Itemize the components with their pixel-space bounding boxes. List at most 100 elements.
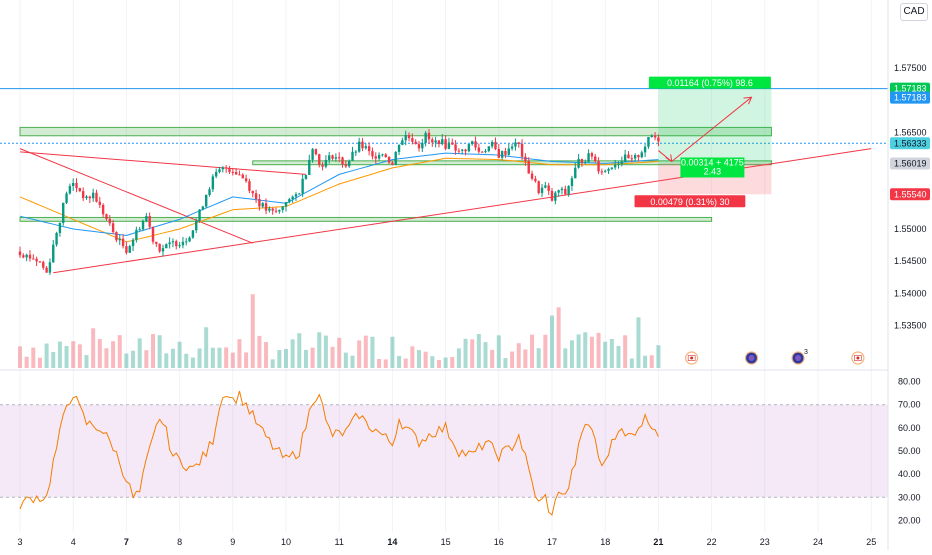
- candle[interactable]: [145, 213, 148, 223]
- candle[interactable]: [171, 238, 175, 248]
- candle[interactable]: [364, 143, 367, 150]
- candle[interactable]: [434, 136, 437, 148]
- candle[interactable]: [451, 138, 454, 146]
- candle[interactable]: [520, 139, 524, 161]
- candle[interactable]: [367, 142, 371, 156]
- candle[interactable]: [547, 182, 550, 196]
- candle[interactable]: [271, 207, 274, 215]
- candle[interactable]: [331, 154, 334, 161]
- candle[interactable]: [510, 143, 514, 151]
- candle[interactable]: [58, 222, 62, 237]
- candle[interactable]: [224, 164, 228, 173]
- candle[interactable]: [404, 130, 407, 146]
- candle[interactable]: [214, 168, 218, 179]
- candle[interactable]: [351, 146, 354, 161]
- candle[interactable]: [557, 189, 560, 197]
- candle[interactable]: [195, 218, 198, 234]
- candle[interactable]: [311, 147, 314, 163]
- candle[interactable]: [261, 202, 264, 209]
- candle[interactable]: [135, 226, 138, 243]
- candle[interactable]: [125, 241, 128, 255]
- candle[interactable]: [288, 197, 291, 204]
- candle[interactable]: [45, 266, 48, 273]
- candle[interactable]: [304, 174, 308, 180]
- candle[interactable]: [88, 195, 92, 203]
- candle[interactable]: [161, 244, 165, 257]
- candle[interactable]: [384, 153, 387, 158]
- candle[interactable]: [457, 148, 461, 154]
- candle[interactable]: [258, 194, 261, 211]
- candle[interactable]: [371, 147, 374, 160]
- candle[interactable]: [108, 215, 111, 227]
- event-icon[interactable]: [744, 351, 759, 365]
- candle[interactable]: [490, 140, 494, 149]
- candle[interactable]: [431, 137, 434, 147]
- candle[interactable]: [291, 195, 294, 203]
- candle[interactable]: [610, 167, 614, 171]
- candle[interactable]: [484, 149, 487, 154]
- candle[interactable]: [527, 157, 530, 174]
- candle[interactable]: [321, 162, 324, 171]
- candle[interactable]: [354, 150, 358, 157]
- candle[interactable]: [587, 149, 590, 163]
- candle[interactable]: [301, 174, 304, 197]
- candle[interactable]: [554, 191, 557, 205]
- candle[interactable]: [238, 170, 241, 176]
- candle[interactable]: [151, 226, 155, 245]
- candle[interactable]: [500, 150, 504, 160]
- candle[interactable]: [138, 226, 141, 231]
- candle[interactable]: [294, 192, 298, 201]
- candle[interactable]: [32, 254, 35, 260]
- candle[interactable]: [344, 160, 348, 169]
- candle[interactable]: [205, 194, 208, 209]
- candle[interactable]: [281, 206, 284, 213]
- candle[interactable]: [131, 238, 135, 252]
- candle[interactable]: [447, 137, 451, 150]
- candle[interactable]: [514, 138, 517, 151]
- candle[interactable]: [617, 161, 620, 169]
- candle[interactable]: [218, 166, 221, 174]
- candle[interactable]: [28, 250, 32, 262]
- candle[interactable]: [188, 236, 191, 243]
- candle[interactable]: [574, 162, 577, 179]
- candle[interactable]: [414, 139, 417, 145]
- candle[interactable]: [504, 147, 507, 159]
- candle[interactable]: [115, 231, 118, 243]
- candle[interactable]: [391, 160, 394, 166]
- candle[interactable]: [570, 175, 574, 191]
- candle[interactable]: [244, 174, 248, 183]
- candle[interactable]: [653, 132, 657, 141]
- candle[interactable]: [65, 191, 68, 205]
- candle[interactable]: [118, 234, 121, 246]
- candle[interactable]: [494, 137, 497, 151]
- candle[interactable]: [471, 140, 474, 146]
- price-axis[interactable]: 1.575001.565001.555001.550001.545001.540…: [887, 0, 930, 550]
- candle[interactable]: [121, 234, 125, 249]
- candle[interactable]: [308, 154, 311, 176]
- candle[interactable]: [407, 132, 411, 142]
- candle[interactable]: [461, 149, 464, 155]
- candle[interactable]: [594, 153, 597, 163]
- candle[interactable]: [185, 237, 188, 246]
- candle[interactable]: [597, 157, 600, 174]
- candle[interactable]: [148, 212, 151, 230]
- candle[interactable]: [550, 187, 554, 202]
- candle[interactable]: [95, 189, 98, 203]
- rsi-pane[interactable]: [0, 390, 888, 516]
- trendline[interactable]: [19, 148, 253, 244]
- candle[interactable]: [42, 260, 45, 270]
- candle[interactable]: [444, 135, 447, 151]
- candle[interactable]: [567, 185, 570, 197]
- candle[interactable]: [25, 253, 28, 262]
- candle[interactable]: [600, 168, 604, 176]
- support-resistance-zone[interactable]: [19, 126, 772, 137]
- support-resistance-zone[interactable]: [19, 216, 713, 222]
- event-icon-3[interactable]: 3: [791, 349, 808, 365]
- candle[interactable]: [251, 190, 254, 198]
- candle[interactable]: [604, 169, 607, 173]
- candle[interactable]: [374, 152, 377, 164]
- candle[interactable]: [627, 151, 630, 159]
- candle[interactable]: [657, 134, 660, 147]
- candle[interactable]: [507, 143, 510, 156]
